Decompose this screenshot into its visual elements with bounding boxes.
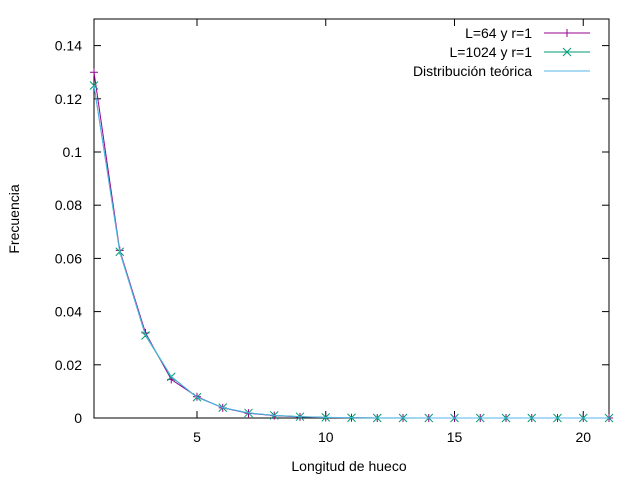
x-tick-label: 5 [193, 429, 201, 445]
x-axis-title: Longitud de hueco [291, 458, 406, 474]
data-point [90, 68, 98, 77]
data-point [563, 29, 571, 37]
legend-item-2: L=1024 y r=1 [449, 44, 590, 60]
series-layer [89, 68, 614, 423]
y-tick-label: 0.04 [55, 304, 82, 320]
legend: L=64 y r=1 L=1024 y r=1 Distribución teóri… [413, 25, 590, 79]
legend-item-3: Distribución teórica [413, 63, 590, 79]
y-tick-label: 0.1 [63, 144, 83, 160]
series-3 [93, 85, 610, 419]
y-tick-label: 0.14 [55, 38, 82, 54]
series-line [93, 85, 610, 419]
axis-ticks: 0 0.02 0.04 0.06 0.08 0.1 0.12 0.14 5 10 15 20 [55, 19, 609, 445]
series-line [93, 72, 609, 419]
y-tick-label: 0.02 [55, 357, 82, 373]
legend-item-1: L=64 y r=1 [465, 25, 590, 41]
y-axis-title: Frecuencia [6, 184, 22, 253]
x-tick-label: 15 [447, 429, 463, 445]
legend-label: Distribución teórica [413, 63, 532, 79]
series-1 [90, 68, 613, 422]
series-line [93, 85, 609, 419]
data-point [562, 47, 572, 57]
x-tick-label: 10 [318, 429, 334, 445]
x-tick-label: 20 [575, 429, 591, 445]
y-tick-label: 0.08 [55, 197, 82, 213]
y-tick-label: 0 [74, 410, 82, 426]
y-tick-label: 0.12 [55, 91, 82, 107]
legend-label: L=64 y r=1 [465, 25, 532, 41]
series-2 [89, 81, 614, 423]
y-tick-label: 0.06 [55, 250, 82, 266]
legend-label: L=1024 y r=1 [449, 44, 532, 60]
